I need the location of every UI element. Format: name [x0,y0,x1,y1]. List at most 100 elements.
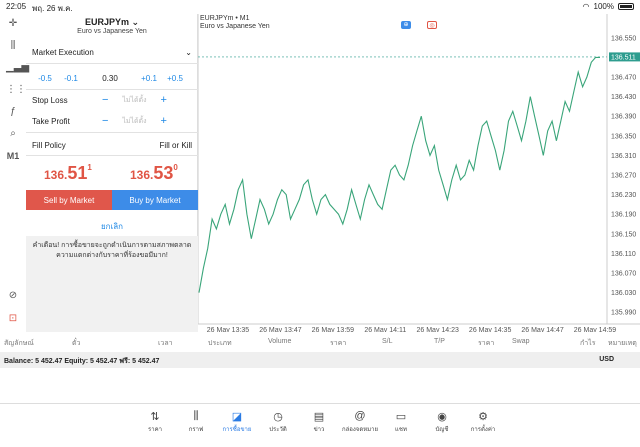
stop-loss-row: Stop Loss − ไม่ได้ตั้ง + [32,94,192,106]
tab-label: ประวัติ [269,427,287,433]
price-tick-label: 136.310 [611,153,636,160]
ask-price-sup: 0 [173,163,178,172]
column-header: หมายเหตุ [608,340,637,347]
bid-price-big: 51 [67,163,88,183]
volume-plus-01-button[interactable]: +0.1 [141,73,157,83]
quotes-icon: ⇅ [150,411,160,423]
volume-value[interactable]: 0.30 [102,73,118,83]
status-date: พฤ. 26 พ.ค. [32,4,73,13]
current-price-tag [609,52,640,62]
chart-icon: ⫼ [193,410,199,422]
tab-history[interactable]: ◷ ประวัติ [259,410,297,434]
tab-chart[interactable]: ⫼ กราฟ [177,410,215,434]
column-header: Swap [512,338,530,345]
bottom-tab-bar: ⇅ ราคา ⫼ กราฟ ◪ การซื้อขาย ◷ ประวัติ ▤ ข่าว @… [0,403,640,447]
column-header: กำไร [580,340,596,347]
tab-news[interactable]: ▤ ข่าว [300,410,338,434]
indicator-icon[interactable]: ◎ [427,21,437,29]
status-bar: 22:05 พฤ. 26 พ.ค. ◠ 100% [0,0,640,14]
tab-quotes[interactable]: ⇅ ราคา [136,410,174,434]
objects-icon[interactable]: ⌕ [10,128,16,139]
stop-loss-input[interactable]: ไม่ได้ตั้ง [122,96,147,104]
bars-icon[interactable]: ▁▃▅ [6,62,30,73]
stop-loss-minus-button[interactable]: − [102,94,109,106]
order-panel: EURJPYm ⌄ Euro vs Japanese Yen Market Ex… [26,14,198,332]
zoom-icon[interactable]: ⊘ [8,290,18,301]
tab-label: กราฟ [188,427,204,433]
symbol-selector[interactable]: EURJPYm ⌄ [26,17,198,28]
ask-price-prefix: 136. [130,168,154,182]
price-chart[interactable]: EURJPYm • M1 Euro vs Japanese Yen ⊕ ◎ 13… [198,14,640,332]
volume-plus-05-button[interactable]: +0.5 [167,73,183,83]
tab-trade[interactable]: ◪ การซื้อขาย [218,410,256,434]
take-profit-input[interactable]: ไม่ได้ตั้ง [122,117,147,125]
candles-icon[interactable]: ⫼ [10,40,16,51]
time-tick-label: 26 May 14:23 [417,327,460,332]
column-header: Volume [268,338,292,345]
time-tick-label: 26 May 14:59 [574,327,617,332]
indicator-icon[interactable]: ⊕ [401,21,411,29]
price-series-line [198,56,600,293]
price-axis-labels: 136.550136.510136.470136.430136.390136.3… [611,35,636,316]
status-right: ◠ 100% [583,2,634,11]
cancel-button[interactable]: ยกเลิก [100,222,123,231]
tab-account[interactable]: ◉ บัญชี [423,410,461,434]
tab-label: การซื้อขาย [222,427,252,433]
column-header: เวลา [158,340,173,347]
tab-label: กล่องจดหมาย [341,427,379,433]
price-tick-label: 136.150 [611,231,636,238]
news-icon: ▤ [313,411,325,423]
column-header: ราคา [330,340,347,347]
battery-icon [618,3,634,10]
price-tick-label: 136.190 [611,212,636,219]
fill-policy-row[interactable]: Fill Policy Fill or Kill [32,139,192,151]
price-tick-label: 136.390 [611,114,636,121]
chevron-down-icon: ⌄ [185,47,192,57]
warning-text: คำเตือน! การซื้อขายจะถูกดำเนินการตามสภาพ… [32,242,192,259]
price-tick-label: 136.270 [611,173,636,180]
symbol-description: Euro vs Japanese Yen [77,28,147,35]
price-tick-label: 136.230 [611,192,636,199]
sell-by-market-button[interactable]: Sell by Market [26,190,112,210]
bid-price-sup: 1 [87,163,92,172]
divider [26,89,198,90]
volume-minus-05-button[interactable]: -0.5 [38,73,52,83]
timeframe-button[interactable]: M1 [6,151,20,161]
tab-label: ข่าว [313,427,325,433]
balance-text: Balance: 5 452.47 Equity: 5 452.47 ฟรี: … [4,358,160,365]
mail-icon: @ [354,410,366,422]
price-tick-label: 136.430 [611,94,636,101]
warning-box: คำเตือน! การซื้อขายจะถูกดำเนินการตามสภาพ… [26,236,198,332]
settings-icon: ⚙ [478,411,488,423]
fill-policy-value: Fill or Kill [159,140,192,150]
tab-mailbox[interactable]: @ กล่องจดหมาย [341,410,379,434]
take-profit-minus-button[interactable]: − [102,115,109,127]
volume-minus-01-button[interactable]: -0.1 [64,73,78,83]
stop-loss-label: Stop Loss [32,95,68,105]
crosshair-icon[interactable]: ✛ [8,18,18,29]
take-profit-plus-button[interactable]: + [160,115,167,127]
fill-policy-label: Fill Policy [32,140,66,150]
chevron-down-icon: ⌄ [131,17,140,27]
column-header: T/P [434,338,445,345]
time-tick-label: 26 May 14:11 [364,327,406,332]
execution-selector[interactable]: Market Execution ⌄ [32,46,192,58]
stop-loss-plus-button[interactable]: + [160,94,167,106]
price-tick-label: 136.110 [611,251,636,258]
time-tick-label: 26 May 13:59 [312,327,355,332]
battery-percent: 100% [593,2,614,11]
sliders-icon[interactable]: ⋮⋮ [6,84,26,95]
divider [26,63,198,64]
divider [26,155,198,156]
buy-by-market-button[interactable]: Buy by Market [112,190,198,210]
trade-icon: ◪ [231,411,243,423]
function-icon[interactable]: ƒ [10,106,16,117]
price-tick-label: 136.030 [611,290,636,297]
tab-chat[interactable]: ▭ แชท [382,410,420,434]
trade-mode-icon[interactable]: ⊡ [8,313,18,324]
execution-label: Market Execution [32,47,94,57]
bid-price-prefix: 136. [44,168,68,182]
column-header: ประเภท [208,340,232,347]
tab-settings[interactable]: ⚙ การตั้งค่า [464,410,502,434]
time-tick-label: 26 May 13:35 [207,327,250,332]
